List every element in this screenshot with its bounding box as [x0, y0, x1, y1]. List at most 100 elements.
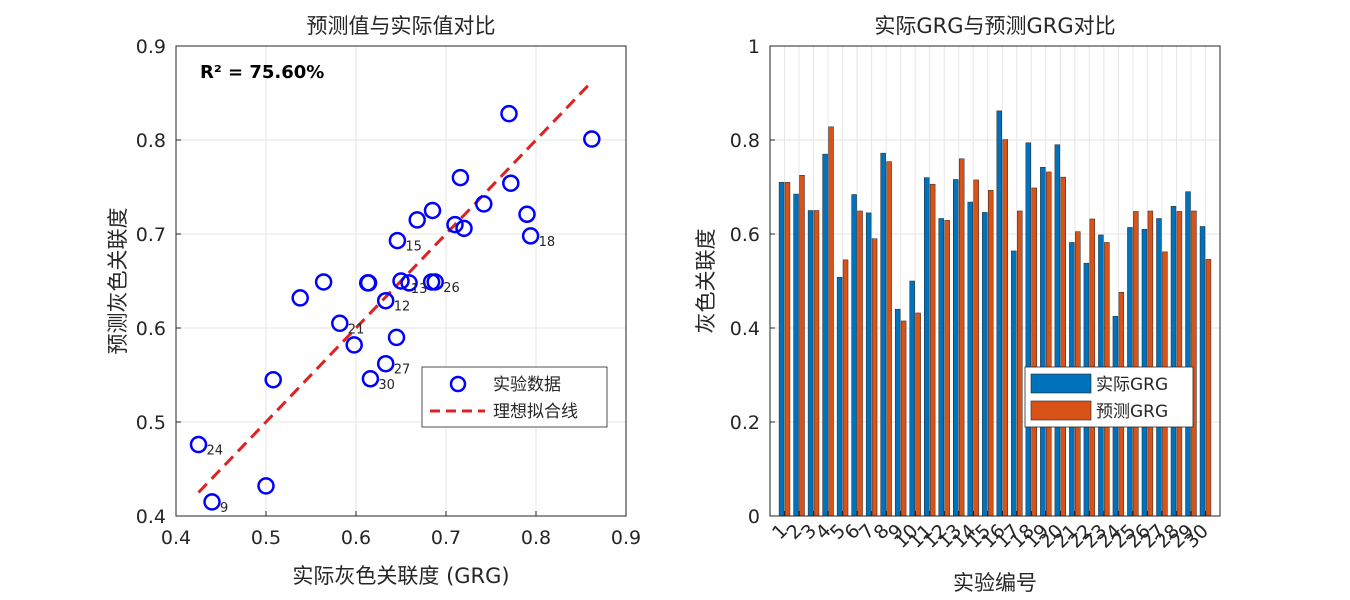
scatter-ytick-label: 0.9: [136, 36, 166, 58]
scatter-point: [331, 314, 349, 333]
bar-actual: [1054, 144, 1061, 517]
scatter-xtick-label: 0.6: [341, 527, 371, 549]
scatter-point: [361, 370, 380, 388]
bar-predicted: [1046, 171, 1052, 517]
scatter-point-annotation: 15: [405, 240, 422, 255]
scatter-point: [359, 274, 378, 292]
scatter-point-annotation: 12: [394, 300, 411, 315]
scatter-xtick-label: 0.9: [611, 527, 641, 549]
r2-label: R² = 75.60%: [200, 62, 324, 83]
scatter-point: [392, 272, 410, 290]
scatter-point: [502, 174, 520, 192]
scatter-ytick-label: 0.7: [136, 224, 166, 246]
bar-ytick-label: 0.8: [730, 130, 760, 152]
scatter-point: [426, 273, 444, 291]
scatter-point: [518, 205, 536, 224]
bar-ytick-label: 0.4: [730, 318, 760, 340]
scatter-axes-box: [175, 45, 627, 517]
bar-predicted: [871, 238, 878, 517]
legend-label-ideal-line: 理想拟合线: [493, 402, 578, 422]
bar-predicted: [1191, 210, 1197, 517]
scatter-point: [376, 354, 395, 373]
scatter-point: [376, 291, 395, 310]
bar-actual: [967, 201, 973, 517]
bar-actual: [880, 152, 886, 517]
scatter-point-annotation: 26: [443, 281, 460, 296]
bar-predicted: [886, 161, 892, 517]
scatter-point: [500, 104, 518, 123]
scatter-ylabel: 预测灰色关联度: [106, 208, 130, 355]
bar-actual: [807, 210, 814, 517]
scatter-xtick-label: 0.5: [251, 527, 281, 549]
bar-predicted: [799, 175, 805, 517]
scatter-point-annotation: 13: [411, 282, 428, 297]
bar-actual: [851, 194, 857, 517]
bar-predicted: [1205, 259, 1212, 517]
scatter-point: [189, 435, 208, 454]
bar-predicted: [842, 259, 849, 517]
legend-label-experiment: 实验数据: [493, 375, 561, 395]
bar-actual: [953, 179, 959, 517]
bar-actual: [1170, 206, 1177, 517]
bar-actual: [894, 308, 901, 517]
scatter-point-annotation: 27: [394, 363, 411, 378]
bar-actual: [778, 182, 785, 517]
scatter-point: [345, 336, 363, 354]
scatter-point: [451, 168, 470, 187]
bar-grid: [770, 45, 1220, 517]
bar-predicted: [784, 182, 791, 517]
bar-ytick-label: 0.2: [730, 412, 760, 434]
scatter-point: [203, 493, 221, 511]
legend-label-predicted: 预测GRG: [1096, 402, 1168, 422]
legend-marker-experiment: [449, 375, 467, 393]
bar-actual: [938, 218, 944, 517]
scatter-point-annotation: 9: [220, 501, 228, 516]
bar-predicted: [915, 312, 921, 517]
bar-ytick-label: 1: [748, 36, 760, 58]
scatter-point: [475, 195, 493, 213]
scatter-points: [189, 104, 601, 511]
scatter-title: 预测值与实际值对比: [307, 14, 496, 38]
scatter-point: [264, 370, 282, 389]
bar-actual: [909, 280, 915, 517]
bar-actual: [1040, 167, 1046, 517]
scatter-ytick-label: 0.5: [136, 412, 166, 434]
scatter-xtick-label: 0.4: [161, 527, 191, 549]
scatter-point-annotation: 18: [539, 235, 556, 250]
bar-xlabel: 实验编号: [953, 571, 1037, 595]
bar-predicted: [1176, 211, 1183, 517]
legend-swatch-predicted: [1030, 400, 1092, 421]
bar-predicted: [1060, 176, 1067, 517]
scatter-xtick-label: 0.8: [521, 527, 551, 549]
bar-predicted: [1133, 211, 1139, 517]
bar-actual: [996, 110, 1003, 517]
bar-predicted: [857, 210, 863, 517]
bar-predicted: [973, 179, 979, 517]
bar-legend: 实际GRG 预测GRG: [1024, 366, 1194, 428]
scatter-ytick-label: 0.8: [136, 130, 166, 152]
bar-predicted: [1002, 139, 1008, 517]
scatter-point: [314, 273, 333, 291]
scatter-ytick-label: 0.6: [136, 318, 166, 340]
scatter-ticks: 0.4 0.5 0.6 0.7 0.8 0.9 0.4 0.5 0.6 0.7 0.8 0.9: [136, 36, 641, 549]
scatter-legend-box: [421, 366, 608, 428]
scatter-point: [387, 328, 406, 347]
bar-predicted: [1017, 210, 1023, 517]
bar-ytick-label: 0.6: [730, 224, 760, 246]
bar-actual: [793, 193, 799, 517]
scatter-point-annotation: 30: [378, 378, 395, 393]
scatter-ytick-label: 0.4: [136, 506, 166, 528]
bar-predicted: [958, 158, 965, 517]
bar-title: 实际GRG与预测GRG对比: [874, 14, 1115, 38]
scatter-point: [446, 215, 464, 234]
scatter-legend: 实验数据 理想拟合线: [421, 366, 608, 428]
bar-predicted: [944, 220, 950, 517]
scatter-point: [400, 274, 418, 292]
scatter-point: [583, 130, 601, 148]
bar-predicted: [987, 190, 994, 517]
scatter-point: [521, 227, 540, 245]
bar-actual: [1011, 250, 1017, 517]
